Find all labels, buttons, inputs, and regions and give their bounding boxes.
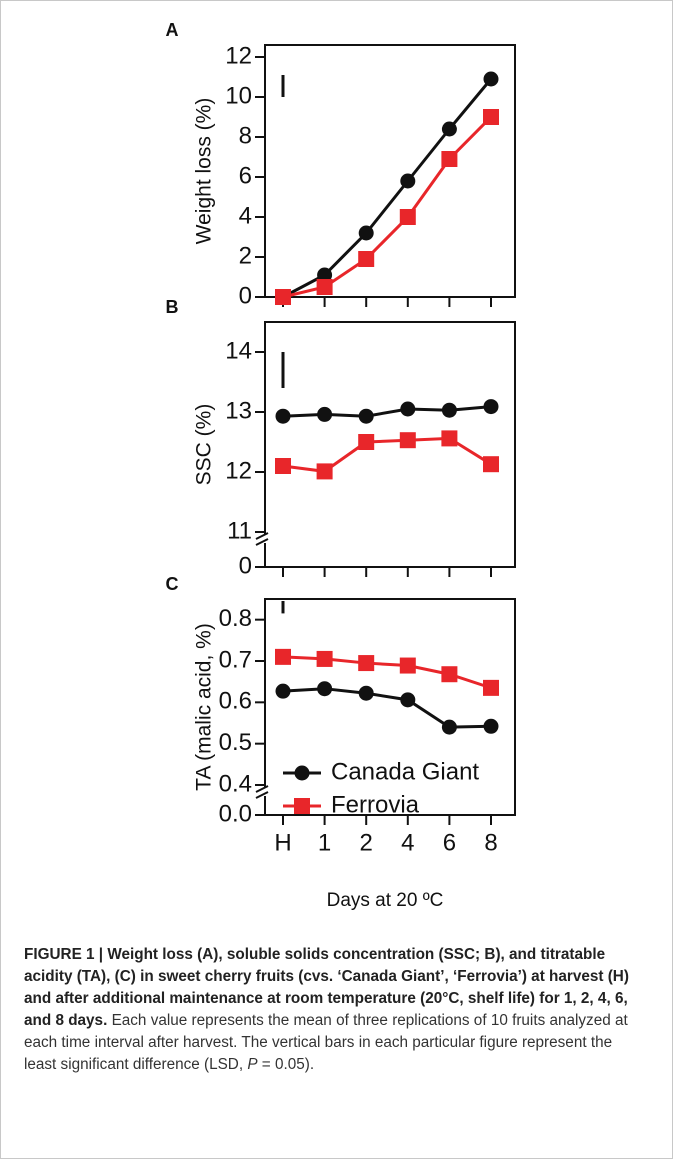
series-line xyxy=(282,436,492,473)
data-point xyxy=(358,685,374,701)
y-tick-label: 0.8 xyxy=(219,605,252,632)
x-tick-label: 4 xyxy=(401,829,414,856)
data-point xyxy=(441,719,457,735)
y-tick-label: 0.7 xyxy=(219,646,252,673)
y-tick-label: 2 xyxy=(239,242,252,269)
legend-marker xyxy=(294,798,310,814)
data-point xyxy=(400,401,416,417)
data-point xyxy=(441,430,458,447)
y-tick-label: 4 xyxy=(239,202,252,229)
y-tick-label: 0 xyxy=(239,552,252,579)
y-tick-label: 10 xyxy=(225,82,252,109)
data-point xyxy=(317,267,333,283)
panel-label: A xyxy=(166,20,179,40)
data-point xyxy=(275,683,291,699)
data-point xyxy=(441,151,458,167)
caption-bold: FIGURE 1 | Weight loss (A), soluble soli… xyxy=(24,946,629,1029)
data-point xyxy=(483,718,499,734)
data-point xyxy=(358,655,375,672)
y-axis-label: TA (malic acid, %) xyxy=(193,623,216,791)
data-point xyxy=(317,681,333,697)
y-tick-label: 8 xyxy=(239,122,252,149)
y-tick-label: 12 xyxy=(225,42,252,69)
y-tick-label: 13 xyxy=(225,397,252,424)
data-point xyxy=(358,251,375,267)
x-tick-label: 8 xyxy=(484,829,497,856)
data-point xyxy=(317,406,333,422)
panel-label: B xyxy=(166,297,179,317)
y-axis-label: Weight loss (%) xyxy=(193,98,216,245)
y-tick-label: 14 xyxy=(225,337,252,364)
data-point xyxy=(275,289,291,305)
data-point xyxy=(441,121,457,137)
axis-break xyxy=(255,538,269,546)
data-point xyxy=(483,71,499,87)
data-point xyxy=(399,209,416,225)
data-point xyxy=(483,679,499,696)
data-point xyxy=(400,173,416,189)
data-point xyxy=(316,650,333,667)
x-tick-label: 2 xyxy=(360,829,373,856)
y-tick-label: 0.4 xyxy=(219,770,252,797)
axis-break xyxy=(255,785,269,793)
caption-text-end: = 0.05). xyxy=(257,1056,315,1073)
data-point xyxy=(483,456,499,473)
y-tick-label: 6 xyxy=(239,162,252,189)
y-axis-label: SSC (%) xyxy=(193,404,216,486)
caption: FIGURE 1 | Weight loss (A), soluble soli… xyxy=(24,944,644,1076)
legend-marker xyxy=(294,765,310,781)
y-tick-label: 12 xyxy=(225,457,252,484)
axis-break-gap xyxy=(257,788,273,796)
y-tick-label: 0.6 xyxy=(219,688,252,715)
data-point xyxy=(441,666,458,683)
caption-text: Each value represents the mean of three … xyxy=(24,1012,628,1073)
data-point xyxy=(358,408,374,424)
caption-italic: P xyxy=(247,1056,258,1073)
plot-frame xyxy=(264,321,516,568)
axis-break-gap xyxy=(257,535,273,543)
data-point xyxy=(275,648,291,665)
plot-frame xyxy=(264,598,516,816)
y-tick-label: 0.5 xyxy=(219,729,252,756)
data-point xyxy=(316,279,333,295)
y-tick-label: 0 xyxy=(239,282,252,309)
data-point xyxy=(483,109,499,125)
series-line xyxy=(282,687,492,729)
data-point xyxy=(358,225,374,241)
legend-label: Canada Giant xyxy=(331,758,479,785)
data-point xyxy=(400,692,416,708)
legend-label: Ferrovia xyxy=(331,791,420,818)
data-point xyxy=(316,463,333,480)
data-point xyxy=(358,434,375,450)
y-tick-label: 0.0 xyxy=(219,800,252,827)
series-line xyxy=(282,405,492,418)
axis-break xyxy=(255,532,269,540)
x-tick-label: H xyxy=(274,829,291,856)
y-tick-label: 11 xyxy=(227,517,252,544)
data-point xyxy=(441,402,457,418)
series-line xyxy=(282,655,492,690)
data-point xyxy=(275,408,291,424)
plot-frame xyxy=(264,44,516,298)
x-tick-label: 6 xyxy=(443,829,456,856)
axis-break xyxy=(255,791,269,799)
data-point xyxy=(399,432,416,449)
x-axis-label: Days at 20 ºC xyxy=(327,890,444,911)
x-tick-label: 1 xyxy=(318,829,331,856)
data-point xyxy=(275,458,291,474)
data-point xyxy=(399,657,416,674)
series-line xyxy=(282,78,493,299)
data-point xyxy=(483,399,499,415)
panel-label: C xyxy=(166,574,179,594)
